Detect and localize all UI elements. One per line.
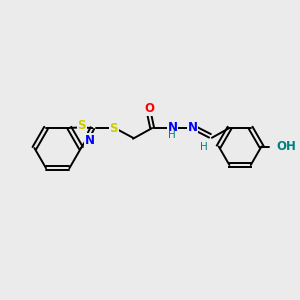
Text: H: H [168,130,176,140]
Text: H: H [200,142,208,152]
Text: OH: OH [276,140,296,153]
Text: S: S [110,122,118,135]
Text: S: S [77,119,86,132]
Text: N: N [167,121,178,134]
Text: N: N [85,134,94,147]
Text: N: N [188,121,198,134]
Text: O: O [144,102,154,115]
